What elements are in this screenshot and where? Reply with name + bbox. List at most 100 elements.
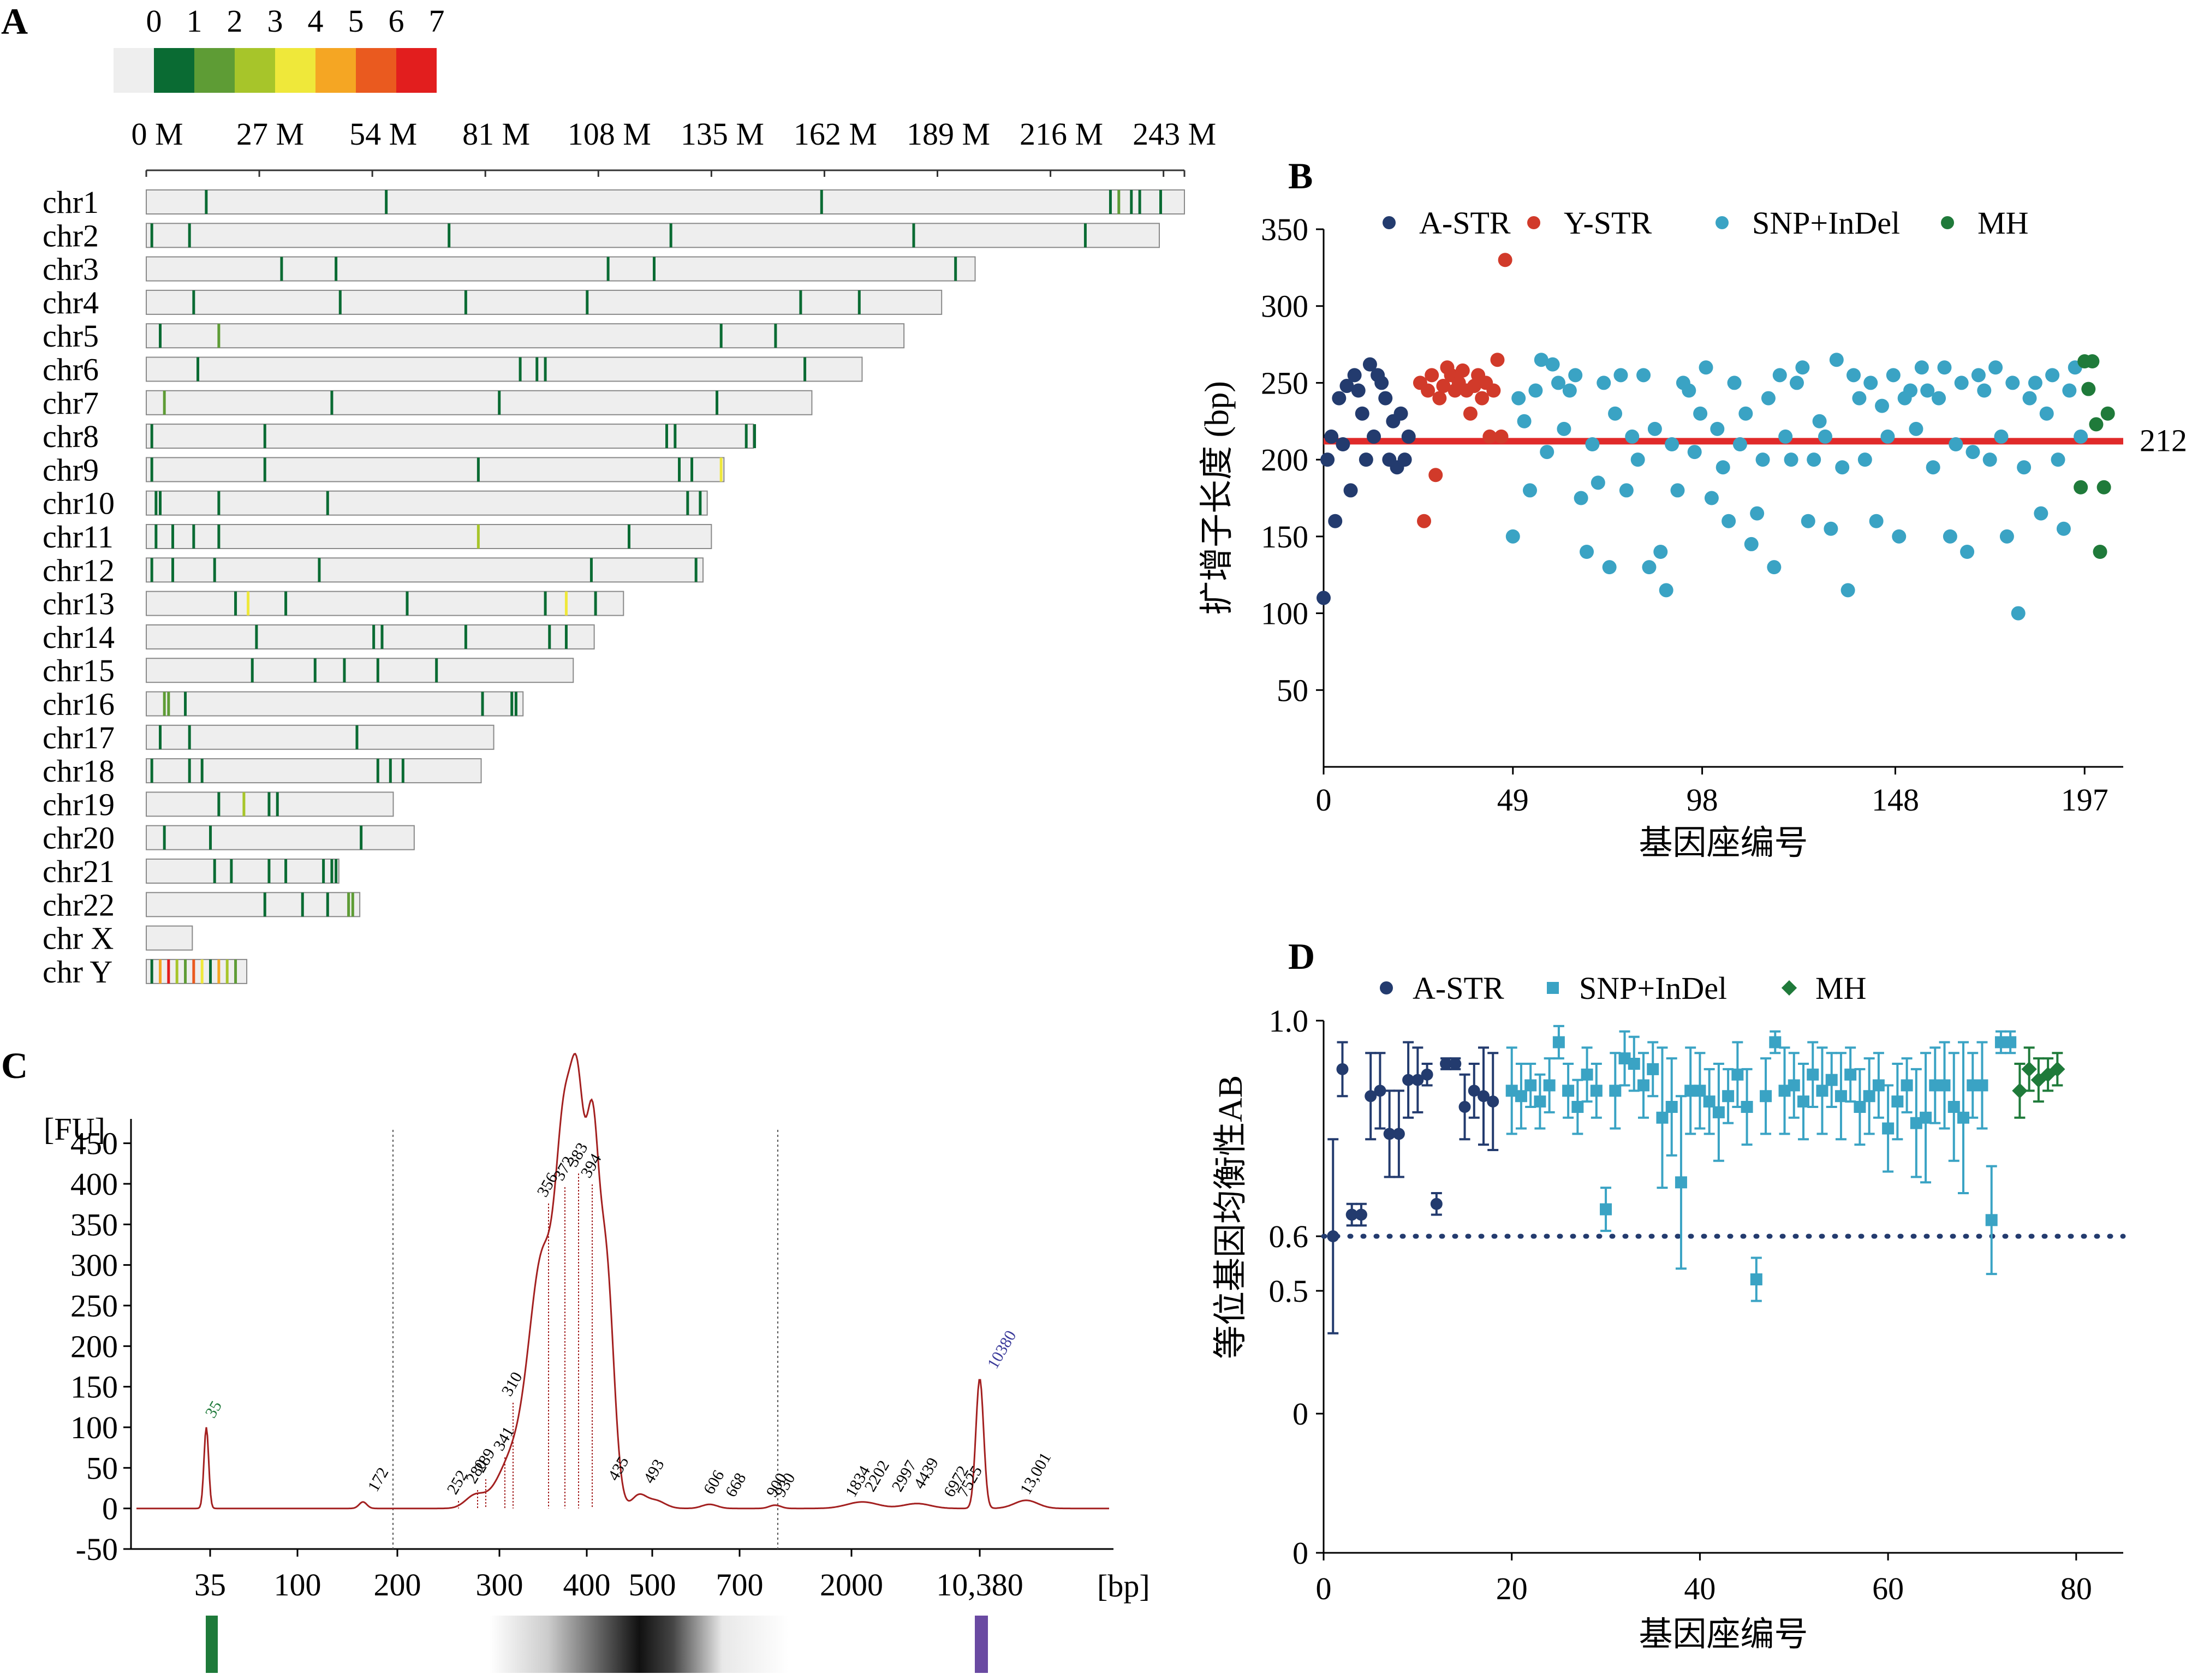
chromosome-marker — [389, 759, 392, 783]
chromosome-marker — [699, 491, 702, 515]
b-point — [1999, 529, 2014, 544]
b-point — [1892, 529, 1907, 544]
b-point — [1909, 421, 1923, 436]
chromosome-marker — [1117, 190, 1121, 214]
chromosome-bar — [146, 892, 361, 918]
d-point — [1722, 1090, 1735, 1103]
map-x-tick-label: 216 M — [1020, 116, 1103, 152]
b-point — [1704, 491, 1719, 505]
chromosome-marker — [192, 290, 195, 314]
chromosome-marker — [544, 357, 547, 382]
b-point — [1732, 437, 1747, 451]
chromosome-bar — [146, 691, 524, 717]
c-trace — [136, 1053, 1109, 1510]
chromosome-marker — [510, 692, 514, 716]
d-point — [1581, 1068, 1593, 1081]
chromosome-marker — [251, 658, 254, 683]
chromosome-marker — [326, 892, 329, 917]
chromosome-marker — [255, 624, 258, 649]
color-scale-label: 0 — [146, 3, 162, 39]
chromosome-marker — [406, 591, 409, 616]
c-y-tick-label: 50 — [86, 1450, 118, 1486]
d-point — [1374, 1085, 1386, 1097]
b-point — [1977, 383, 1992, 398]
b-point — [1551, 376, 1566, 390]
b-point — [1863, 376, 1878, 390]
b-point — [1505, 529, 1520, 544]
b-y-tick-label: 250 — [1261, 365, 1308, 401]
b-point — [1829, 353, 1844, 367]
chromosome-marker — [217, 525, 221, 549]
chromosome-marker — [263, 457, 266, 482]
b-point — [1320, 452, 1335, 467]
chromosome-marker — [719, 324, 723, 348]
d-point — [1656, 1111, 1669, 1124]
chromosome-marker — [163, 825, 166, 850]
b-point — [2005, 376, 2020, 390]
map-x-tick-label: 243 M — [1133, 116, 1216, 152]
chromosome-marker — [150, 457, 153, 482]
d-point — [1703, 1095, 1716, 1108]
chromosome-marker — [476, 525, 480, 549]
b-y-tick-label: 50 — [1277, 672, 1308, 708]
b-point — [1852, 391, 1867, 406]
chromosome-marker — [652, 257, 656, 281]
b-legend-label: SNP+InDel — [1752, 205, 1900, 241]
d-point — [1571, 1101, 1584, 1113]
chromosome-marker — [263, 424, 266, 449]
chromosome-label: chr14 — [43, 619, 115, 655]
d-point — [1920, 1111, 1932, 1124]
chromosome-marker — [548, 624, 551, 649]
d-point — [2050, 1061, 2065, 1077]
b-point — [1965, 445, 1980, 460]
chromosome-bar — [146, 524, 712, 549]
d-point — [1421, 1068, 1433, 1081]
d-point — [1834, 1090, 1847, 1103]
c-peak-label: 13,001 — [1016, 1450, 1055, 1498]
chromosome-marker — [716, 390, 719, 415]
d-y-tick-label: 0 — [1292, 1396, 1308, 1432]
chromosome-marker — [150, 424, 153, 449]
b-point — [1332, 391, 1347, 406]
chromosome-marker — [519, 357, 522, 382]
b-point — [1642, 560, 1657, 575]
c-x-tick-label: 2000 — [820, 1567, 883, 1602]
b-point — [1682, 383, 1696, 398]
b-y-tick-label: 150 — [1261, 519, 1308, 555]
b-point — [1960, 545, 1975, 559]
c-x-tick-label: 200 — [374, 1567, 421, 1602]
b-point — [1982, 452, 1997, 467]
panel-label-b: B — [1288, 155, 1313, 196]
chromosome-marker — [857, 290, 861, 314]
chromosome-marker — [690, 457, 694, 482]
b-point — [1463, 406, 1478, 421]
chromosome-marker — [175, 959, 178, 984]
d-point — [1647, 1063, 1659, 1075]
d-point — [1967, 1079, 1979, 1092]
b-point — [1932, 391, 1946, 406]
b-point — [1347, 368, 1362, 383]
b-point — [2011, 606, 2026, 621]
chromosome-marker — [159, 491, 162, 515]
b-point — [1670, 483, 1685, 498]
d-point — [1618, 1052, 1631, 1065]
d-point — [1430, 1198, 1443, 1210]
color-scale-label: 7 — [429, 3, 445, 39]
chromosome-bar — [146, 591, 624, 616]
d-point — [2004, 1036, 2017, 1048]
b-point — [1710, 421, 1725, 436]
chromosome-label: chr21 — [43, 854, 115, 889]
chromosome-marker — [376, 759, 379, 783]
d-point — [1778, 1085, 1791, 1097]
b-point — [1625, 429, 1640, 444]
c-peak-label: 35 — [201, 1398, 225, 1421]
color-scale-swatch — [114, 48, 154, 93]
d-legend-marker — [1380, 981, 1393, 994]
d-point — [1468, 1085, 1480, 1097]
c-y-tick-label: 300 — [70, 1248, 118, 1283]
b-point — [1738, 406, 1753, 421]
chromosome-marker — [247, 591, 250, 616]
chromosome-marker — [313, 658, 317, 683]
d-point — [1345, 1208, 1358, 1221]
b-point — [1562, 383, 1577, 398]
